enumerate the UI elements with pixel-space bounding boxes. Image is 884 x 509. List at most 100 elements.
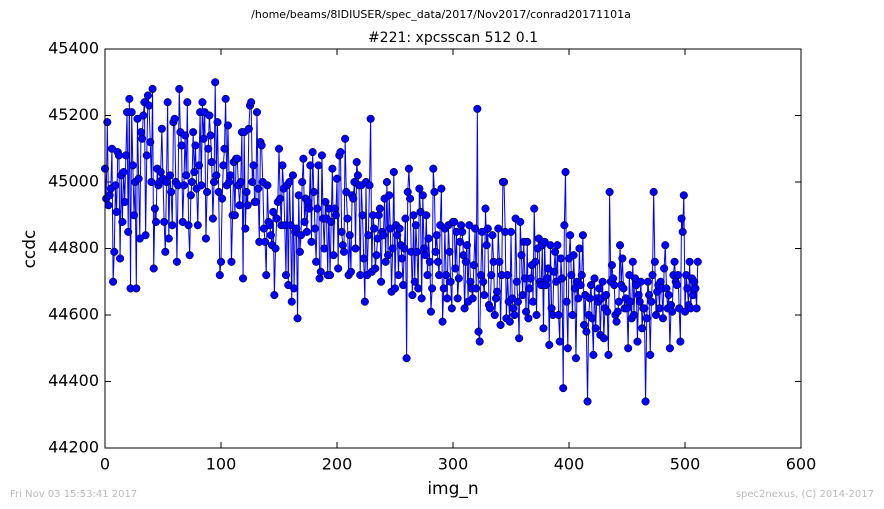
- point: [408, 291, 417, 300]
- point: [316, 267, 325, 276]
- point: [339, 247, 349, 256]
- point: [649, 187, 658, 197]
- point: [167, 187, 176, 197]
- point: [201, 234, 210, 243]
- point: [143, 91, 152, 100]
- point: [451, 264, 460, 273]
- point: [235, 201, 244, 210]
- point: [458, 227, 467, 236]
- point: [104, 201, 113, 210]
- point: [160, 217, 169, 226]
- point: [651, 310, 661, 320]
- point: [328, 164, 337, 173]
- point: [175, 84, 184, 93]
- point: [293, 314, 302, 323]
- y-axis-label: ccdc: [20, 230, 40, 269]
- point: [329, 251, 338, 260]
- x-axis-label: img_n: [427, 479, 478, 499]
- point: [591, 324, 600, 333]
- x-tick-label: 300: [438, 455, 469, 474]
- point: [629, 310, 639, 320]
- point: [139, 111, 148, 120]
- point: [223, 121, 233, 130]
- point: [466, 277, 475, 286]
- point: [394, 271, 403, 280]
- point: [241, 224, 250, 233]
- point: [182, 171, 191, 180]
- point: [588, 314, 597, 323]
- point: [433, 257, 442, 266]
- point: [219, 161, 228, 170]
- point: [193, 221, 202, 230]
- point: [418, 191, 427, 200]
- point: [636, 277, 645, 286]
- point: [640, 304, 649, 313]
- y-tick-label: 45400: [48, 39, 99, 58]
- point: [150, 204, 159, 213]
- point: [300, 217, 309, 226]
- point: [162, 177, 171, 187]
- point: [351, 244, 360, 253]
- point: [138, 134, 147, 143]
- point: [343, 214, 352, 223]
- point: [399, 281, 408, 290]
- point: [254, 184, 263, 193]
- point: [430, 187, 439, 197]
- point: [220, 144, 229, 153]
- point: [247, 98, 256, 107]
- point: [287, 297, 296, 306]
- point: [414, 284, 423, 293]
- point: [605, 187, 614, 197]
- point: [364, 231, 373, 240]
- point: [230, 211, 239, 220]
- point: [457, 221, 466, 230]
- point: [609, 274, 618, 283]
- point: [266, 231, 275, 240]
- point: [472, 284, 481, 293]
- point: [561, 167, 570, 177]
- point: [549, 267, 558, 276]
- point: [676, 337, 685, 346]
- point: [292, 224, 301, 233]
- point: [302, 227, 311, 236]
- point: [487, 271, 496, 280]
- point: [179, 181, 188, 190]
- point: [495, 257, 504, 266]
- point: [213, 118, 222, 127]
- point: [578, 231, 587, 240]
- point: [249, 161, 258, 170]
- point: [114, 151, 123, 160]
- point: [299, 154, 308, 163]
- point: [191, 141, 200, 150]
- point: [567, 271, 576, 280]
- point: [424, 234, 433, 243]
- point: [595, 284, 604, 293]
- point: [183, 98, 192, 107]
- point: [225, 177, 234, 187]
- point: [134, 174, 143, 183]
- point: [583, 397, 592, 406]
- point: [203, 187, 212, 197]
- point: [509, 304, 518, 313]
- point: [523, 237, 532, 246]
- point: [172, 257, 181, 266]
- point: [118, 217, 127, 226]
- point: [415, 184, 424, 193]
- point: [375, 204, 384, 213]
- point: [546, 241, 555, 250]
- point: [147, 177, 156, 187]
- point: [545, 340, 554, 349]
- point: [693, 257, 702, 266]
- point: [356, 271, 365, 280]
- point: [252, 108, 262, 117]
- point: [619, 284, 628, 293]
- y-tick-label: 45200: [48, 105, 99, 124]
- point: [194, 161, 204, 170]
- x-tick-label: 0: [100, 455, 110, 474]
- point: [128, 161, 137, 170]
- point: [186, 191, 195, 200]
- point: [668, 307, 677, 316]
- point: [184, 221, 193, 230]
- point: [518, 291, 527, 300]
- point: [315, 274, 324, 283]
